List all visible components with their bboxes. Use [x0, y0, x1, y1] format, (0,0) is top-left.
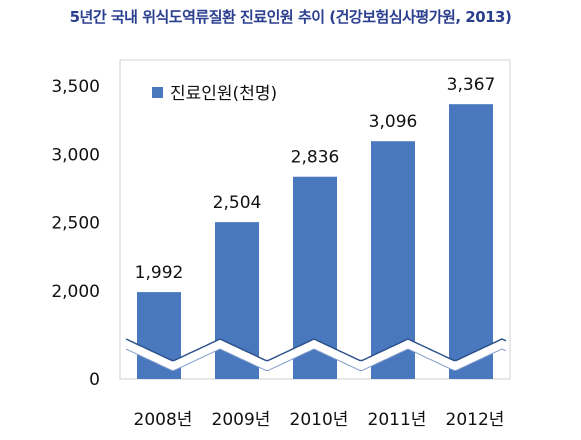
- y-tick-label: 2,000: [51, 282, 100, 302]
- data-label: 3,367: [447, 75, 496, 95]
- data-label: 3,096: [369, 112, 418, 132]
- legend-label: 진료인원(천명): [170, 84, 277, 104]
- data-label: 1,992: [135, 263, 184, 283]
- data-label: 2,504: [213, 193, 262, 213]
- x-tick-label: 2009년: [212, 410, 271, 430]
- axis-break-line: [125, 348, 507, 371]
- legend-swatch: [152, 87, 163, 98]
- y-tick-label: 2,500: [51, 214, 100, 234]
- bar: [449, 104, 493, 379]
- x-tick-label: 2011년: [368, 410, 427, 430]
- data-label: 2,836: [291, 148, 340, 168]
- x-tick-label: 2010년: [290, 410, 349, 430]
- y-tick-label: 3,500: [51, 77, 100, 97]
- axis-break-line: [125, 338, 507, 362]
- x-tick-label: 2008년: [134, 410, 193, 430]
- y-tick-label: 3,000: [51, 145, 100, 165]
- y-tick-label: 0: [89, 370, 100, 390]
- chart-title: 5년간 국내 위식도역류질환 진료인원 추이 (건강보험심사평가원, 2013): [69, 8, 512, 26]
- axis-break-gap: [123, 339, 509, 370]
- x-tick-label: 2012년: [446, 410, 505, 430]
